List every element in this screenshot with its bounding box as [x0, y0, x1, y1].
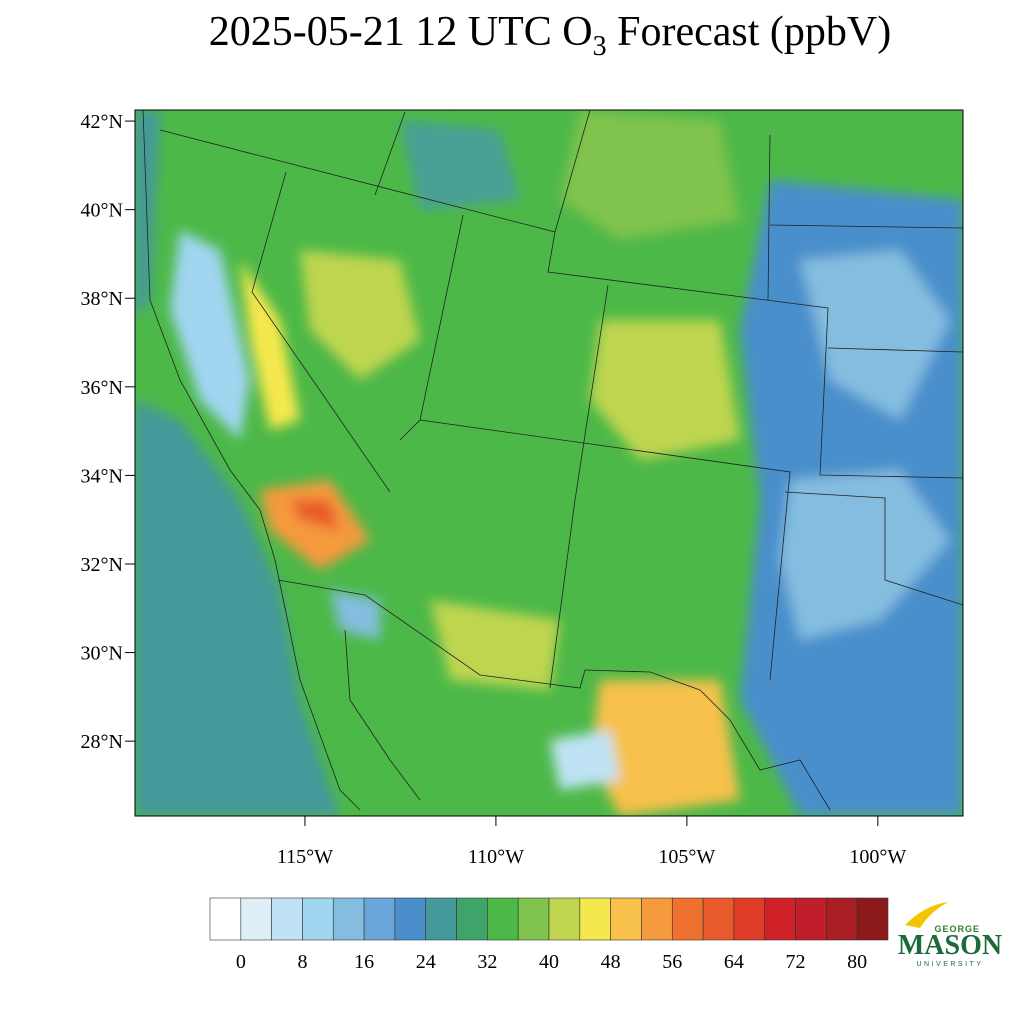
x-tick-label: 110°W: [468, 846, 524, 868]
map-frame: [134, 109, 964, 817]
y-tick-label: 28°N: [81, 731, 123, 753]
logo-bottom: UNIVERSITY: [916, 961, 983, 968]
colorbar-label: 80: [847, 951, 867, 973]
colorbar-box: [733, 897, 766, 941]
y-tick-label: 38°N: [81, 288, 123, 310]
colorbar-box: [332, 897, 365, 941]
colorbar-box: [209, 897, 242, 941]
logo-swoosh: [905, 902, 948, 928]
colorbar-box: [641, 897, 673, 941]
colorbar-box: [610, 897, 642, 941]
colorbar-label: 40: [539, 951, 559, 973]
colorbar-label: 56: [662, 951, 682, 973]
colorbar-box: [394, 897, 427, 941]
colorbar-label: 24: [416, 951, 436, 973]
field: [135, 110, 963, 816]
colorbar-box: [579, 897, 611, 941]
colorbar-box: [795, 897, 827, 941]
logo-main: MASON: [898, 930, 1002, 961]
title: 2025-05-21 12 UTC O3 Forecast (ppbV): [209, 9, 891, 62]
colorbar-box: [240, 897, 272, 941]
colorbar: 0 8 16 24 32 40 48 56 64 72 80: [209, 897, 889, 973]
x-tick-label: 105°W: [658, 846, 715, 868]
colorbar-box: [425, 897, 457, 941]
y-tick-label: 40°N: [81, 200, 123, 222]
title-main: 2025-05-21 12 UTC O: [209, 9, 593, 55]
y-tick-label: 42°N: [81, 111, 123, 133]
map: [135, 110, 963, 816]
colorbar-box: [487, 897, 519, 941]
x-tick-label: 100°W: [849, 846, 906, 868]
y-tick-label: 34°N: [81, 465, 123, 487]
colorbar-box: [548, 897, 581, 941]
colorbar-box: [517, 897, 550, 941]
axes: 28°N 30°N 32°N 34°N 36°N 38°N 40°N 42°N 115°W 110…: [81, 111, 907, 868]
colorbar-box: [826, 897, 858, 941]
colorbar-label: 0: [236, 951, 246, 973]
colorbar-box: [302, 897, 334, 941]
logo-top: GEORGE: [934, 924, 980, 934]
colorbar-label: 8: [297, 951, 307, 973]
title-sub: 3: [593, 31, 607, 62]
y-tick-label: 36°N: [81, 377, 123, 399]
x-tick-label: 115°W: [277, 846, 333, 868]
colorbar-label: 32: [477, 951, 497, 973]
y-tick-label: 32°N: [81, 554, 123, 576]
colorbar-label: 72: [786, 951, 806, 973]
colorbar-box: [363, 897, 396, 941]
colorbar-box: [671, 897, 704, 941]
colorbar-box: [702, 897, 735, 941]
colorbar-label: 16: [354, 951, 374, 973]
colorbar-label: 48: [601, 951, 621, 973]
colorbar-box: [856, 897, 889, 941]
y-tick-label: 30°N: [81, 643, 123, 665]
colorbar-box: [271, 897, 303, 941]
logo: GEORGE MASON UNIVERSITY: [898, 902, 1002, 968]
colorbar-box: [456, 897, 488, 941]
colorbar-box: [764, 897, 796, 941]
colorbar-label: 64: [724, 951, 744, 973]
title-rest: Forecast (ppbV): [607, 9, 892, 55]
state-borders: [142, 110, 963, 811]
